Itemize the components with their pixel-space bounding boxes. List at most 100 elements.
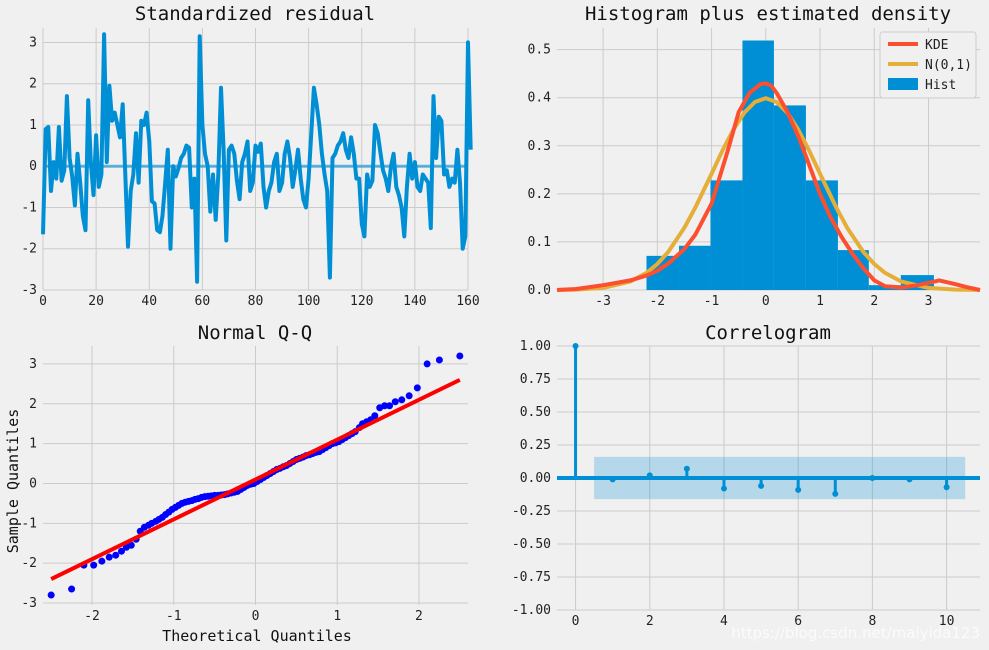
hist-xtick-2: -1 — [704, 294, 720, 309]
acf-ytick-1: 0.75 — [520, 372, 551, 387]
standardized-residual-title: Standardized residual — [135, 3, 375, 25]
qq-point-85 — [391, 398, 399, 406]
hist-xtick-0: -3 — [595, 294, 611, 309]
qq-ytick-4: 1 — [29, 437, 37, 452]
acf-marker-0 — [572, 343, 579, 349]
histogram-density-panel: Histogram plus estimated density -3 -2 -1 0… — [528, 3, 981, 309]
hist-ytick-3: 0.3 — [528, 139, 551, 154]
qq-xlabel: Theoretical Quantiles — [162, 627, 352, 645]
qq-point-5 — [105, 553, 113, 561]
qq-point-1 — [68, 585, 76, 593]
acf-xtick-5: 10 — [939, 614, 955, 629]
qq-ylabel: Sample Quantiles — [4, 409, 22, 554]
qq-xtick-1: -1 — [166, 609, 182, 624]
hist-kde-line — [556, 81, 981, 292]
qq-point-90 — [435, 356, 443, 364]
watermark-text: https://blog.csdn.net/maiyida123 — [731, 624, 980, 642]
acf-marker-5 — [758, 482, 765, 489]
acf-xtick-2: 4 — [720, 614, 728, 629]
qq-xtick-0: -2 — [84, 609, 100, 624]
qq-ytick-5: 2 — [29, 397, 37, 412]
qq-point-3 — [90, 561, 98, 569]
qq-point-83 — [381, 402, 389, 410]
acf-ytick-5: -0.25 — [512, 504, 551, 519]
acf-xtick-3: 6 — [794, 614, 802, 629]
qq-point-7 — [117, 547, 125, 555]
acf-stems — [572, 343, 950, 497]
resid-xtick-6: 120 — [350, 294, 373, 309]
qq-xtick-2: 0 — [252, 609, 260, 624]
hist-bar-3 — [742, 40, 774, 290]
legend-swatch-2 — [888, 78, 918, 90]
resid-xtick-5: 100 — [297, 294, 320, 309]
resid-ytick-2: -1 — [21, 200, 37, 215]
hist-ytick-5: 0.5 — [528, 43, 551, 58]
hist-bar-2 — [710, 180, 743, 290]
acf-ytick-8: -1.00 — [512, 603, 551, 618]
correlogram-title: Correlogram — [705, 322, 831, 344]
qq-ytick-1: -2 — [21, 556, 37, 571]
hist-legend: KDE N(0,1) Hist — [879, 31, 977, 99]
histogram-title: Histogram plus estimated density — [585, 3, 951, 25]
resid-xtick-0: 0 — [39, 294, 47, 309]
qq-point-0 — [47, 591, 55, 599]
resid-ytick-6: 3 — [29, 35, 37, 50]
resid-xtick-7: 140 — [403, 294, 426, 309]
qq-xtick-3: 1 — [333, 609, 341, 624]
acf-marker-9 — [906, 476, 913, 483]
qq-fit-line — [50, 378, 461, 581]
acf-marker-6 — [795, 486, 802, 493]
acf-ytick-7: -0.75 — [512, 570, 551, 585]
qq-point-6 — [112, 551, 120, 559]
acf-ytick-3: 0.25 — [520, 438, 551, 453]
acf-marker-7 — [832, 490, 839, 497]
legend-label-0: KDE — [925, 38, 948, 53]
acf-marker-1 — [609, 476, 616, 483]
normal-qq-panel: Normal Q-Q Theoretical Quantiles Sample … — [4, 322, 468, 645]
qq-xtick-4: 2 — [415, 609, 423, 624]
qq-ytick-2: -1 — [21, 516, 37, 531]
hist-ytick-1: 0.1 — [528, 235, 551, 250]
resid-ytick-1: -2 — [21, 242, 37, 257]
qq-ytick-3: 0 — [29, 476, 37, 491]
hist-bar-1 — [679, 245, 711, 290]
hist-xtick-3: 0 — [762, 294, 770, 309]
acf-marker-8 — [869, 475, 876, 481]
acf-marker-2 — [646, 472, 653, 479]
hist-xtick-4: 1 — [816, 294, 824, 309]
resid-ytick-4: 1 — [29, 118, 37, 133]
qq-point-4 — [98, 557, 106, 565]
acf-marker-3 — [683, 465, 690, 472]
resid-xtick-1: 20 — [88, 294, 104, 309]
correlogram-panel: Correlogram 0 2 4 6 8 10 1.00 0.75 0.50 0.25 0.00 -… — [512, 322, 980, 629]
acf-ytick-0: 1.00 — [520, 339, 551, 354]
acf-xtick-1: 2 — [646, 614, 654, 629]
acf-marker-10 — [943, 484, 950, 491]
qq-ytick-6: 3 — [29, 357, 37, 372]
qq-point-84 — [386, 402, 394, 410]
hist-xtick-5: 2 — [870, 294, 878, 309]
qq-point-88 — [413, 384, 421, 392]
resid-ytick-5: 2 — [29, 77, 37, 92]
acf-marker-4 — [720, 485, 727, 492]
legend-label-1: N(0,1) — [925, 58, 972, 73]
acf-ytick-6: -0.50 — [512, 537, 551, 552]
resid-xtick-8: 160 — [456, 294, 479, 309]
qq-ytick-0: -3 — [21, 596, 37, 611]
acf-ytick-4: 0.00 — [520, 471, 551, 486]
qq-point-86 — [398, 396, 406, 404]
qq-point-9 — [127, 541, 135, 549]
resid-ytick-3: 0 — [29, 159, 37, 174]
hist-normal-line — [556, 96, 981, 292]
qq-point-87 — [405, 392, 413, 400]
hist-ytick-4: 0.4 — [528, 91, 552, 106]
qq-point-91 — [456, 352, 464, 360]
acf-xtick-4: 8 — [868, 614, 876, 629]
hist-xtick-1: -2 — [649, 294, 665, 309]
standardized-residual-panel: Standardized residual 0 20 40 60 80 100 120 140… — [21, 3, 479, 309]
resid-xtick-2: 40 — [141, 294, 157, 309]
qq-point-89 — [423, 360, 431, 368]
qq-title: Normal Q-Q — [198, 322, 312, 344]
